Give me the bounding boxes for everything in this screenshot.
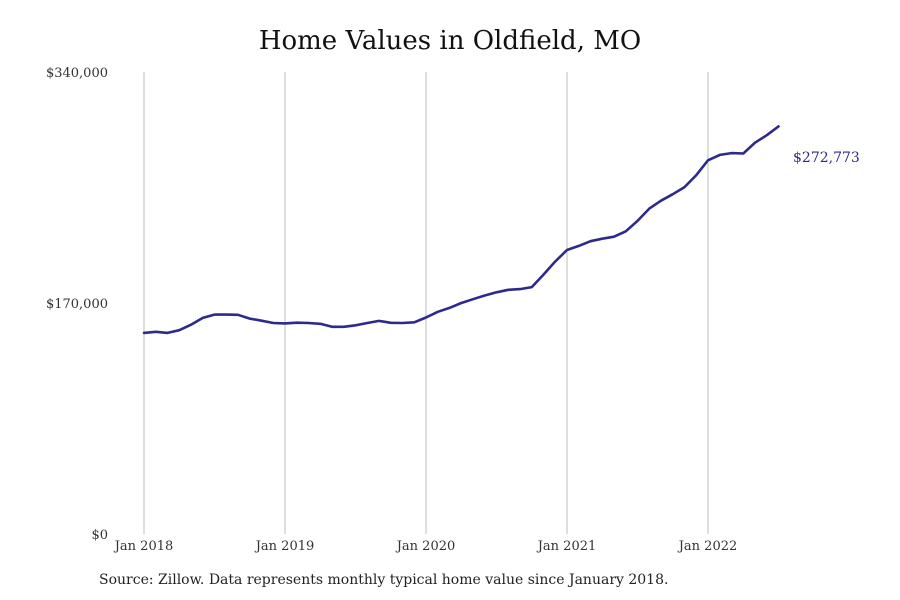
y-tick-label: $340,000 <box>46 66 108 81</box>
x-tick-label: Jan 2018 <box>113 539 174 554</box>
vertical-gridlines <box>143 72 709 534</box>
y-tick-label: $0 <box>91 528 108 543</box>
source-note: Source: Zillow. Data represents monthly … <box>99 572 669 588</box>
y-tick-label: $170,000 <box>46 297 108 312</box>
x-tick-label: Jan 2021 <box>536 539 597 554</box>
latest-value-label: $272,773 <box>793 150 860 166</box>
y-axis-tick-labels: $0 $170,000 $340,000 <box>46 66 108 543</box>
x-tick-label: Jan 2022 <box>677 539 738 554</box>
x-tick-label: Jan 2020 <box>395 539 456 554</box>
x-tick-label: Jan 2019 <box>254 539 315 554</box>
x-axis-tick-labels: Jan 2018 Jan 2019 Jan 2020 Jan 2021 Jan … <box>113 539 738 554</box>
chart-title: Home Values in Oldfield, MO <box>258 26 642 56</box>
home-value-line <box>142 125 780 335</box>
